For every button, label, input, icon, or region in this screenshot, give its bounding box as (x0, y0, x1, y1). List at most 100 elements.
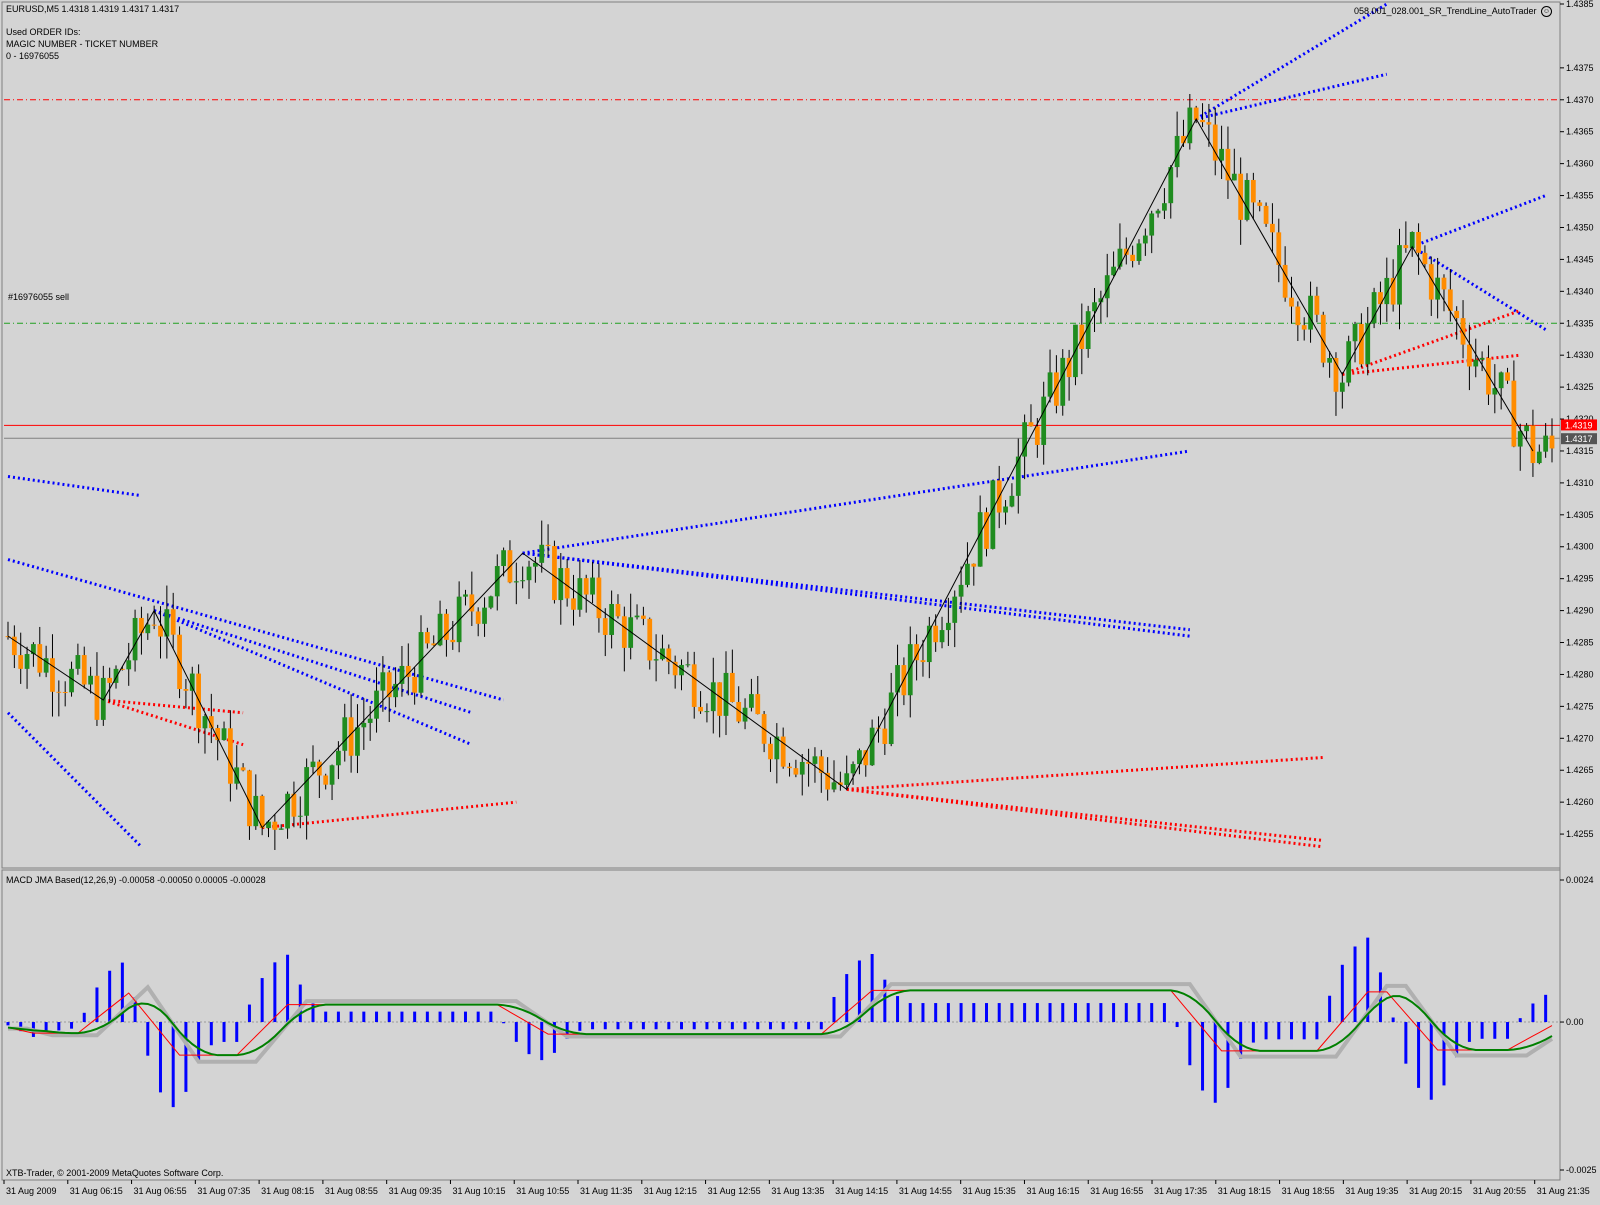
candle-body[interactable] (863, 750, 869, 766)
candle-body[interactable] (984, 512, 989, 549)
resistance-trend-line[interactable] (7, 558, 505, 702)
candle-body[interactable] (539, 544, 545, 563)
candle-body[interactable] (532, 562, 538, 567)
candle-body[interactable] (494, 566, 500, 597)
candle-body[interactable] (107, 677, 113, 683)
candle-body[interactable] (1219, 148, 1224, 161)
candle-body[interactable] (1359, 323, 1364, 365)
candle-body[interactable] (1225, 148, 1231, 181)
candle-body[interactable] (723, 672, 729, 716)
candle-body[interactable] (615, 604, 621, 617)
candle-body[interactable] (189, 673, 195, 691)
candle-body[interactable] (202, 716, 208, 729)
candle-body[interactable] (971, 563, 977, 567)
candle-body[interactable] (1200, 119, 1205, 123)
candle-body[interactable] (488, 596, 494, 608)
candle-body[interactable] (1136, 243, 1142, 262)
candle-body[interactable] (755, 694, 761, 715)
candle-body[interactable] (1250, 179, 1256, 203)
candle-body[interactable] (386, 672, 392, 698)
candle-body[interactable] (977, 512, 983, 567)
candle-body[interactable] (228, 728, 233, 784)
resistance-trend-line[interactable] (153, 609, 473, 715)
candle-body[interactable] (24, 654, 30, 669)
candle-body[interactable] (424, 632, 430, 644)
candle-body[interactable] (272, 821, 278, 830)
candle-body[interactable] (710, 682, 716, 712)
candle-body[interactable] (558, 568, 564, 601)
candle-body[interactable] (1416, 232, 1421, 253)
candle-body[interactable] (914, 644, 919, 661)
candle-body[interactable] (1530, 425, 1536, 464)
candle-body[interactable] (50, 658, 55, 692)
candle-body[interactable] (94, 675, 100, 720)
candle-body[interactable] (1524, 425, 1529, 432)
candle-body[interactable] (329, 765, 335, 785)
candle-body[interactable] (1282, 264, 1288, 298)
candle-body[interactable] (183, 689, 189, 691)
candle-body[interactable] (609, 604, 615, 635)
candle-body[interactable] (11, 636, 17, 656)
candle-body[interactable] (1397, 245, 1402, 305)
resistance-trend-line[interactable] (1195, 2, 1388, 121)
candle-body[interactable] (126, 660, 132, 670)
candle-body[interactable] (1244, 179, 1250, 220)
candle-body[interactable] (679, 664, 684, 676)
candle-body[interactable] (1390, 277, 1396, 305)
candle-body[interactable] (768, 743, 773, 760)
candle-body[interactable] (1060, 357, 1066, 406)
candle-body[interactable] (380, 672, 386, 691)
candle-body[interactable] (158, 625, 163, 637)
candle-body[interactable] (240, 767, 246, 771)
candle-body[interactable] (857, 750, 862, 765)
candle-body[interactable] (1034, 426, 1040, 445)
candle-body[interactable] (1168, 167, 1174, 204)
candle-body[interactable] (132, 617, 138, 661)
candle-body[interactable] (1327, 357, 1332, 363)
candle-body[interactable] (247, 770, 252, 827)
candle-body[interactable] (571, 598, 576, 610)
candle-body[interactable] (18, 655, 24, 669)
candle-body[interactable] (1155, 210, 1161, 214)
candle-body[interactable] (1054, 372, 1059, 406)
candle-body[interactable] (888, 692, 894, 745)
candle-body[interactable] (831, 782, 837, 790)
candle-body[interactable] (660, 648, 665, 660)
candle-body[interactable] (310, 761, 316, 768)
candle-body[interactable] (920, 660, 926, 663)
candle-body[interactable] (355, 727, 360, 756)
candle-body[interactable] (526, 566, 532, 581)
candle-body[interactable] (81, 655, 87, 685)
candle-body[interactable] (56, 691, 62, 693)
candle-body[interactable] (1352, 323, 1358, 342)
candle-body[interactable] (1505, 372, 1510, 381)
candle-body[interactable] (1409, 232, 1415, 249)
candle-body[interactable] (787, 766, 792, 769)
candle-body[interactable] (545, 544, 551, 547)
candle-body[interactable] (1003, 506, 1008, 513)
candle-body[interactable] (1384, 277, 1390, 305)
candle-body[interactable] (837, 782, 843, 785)
candle-body[interactable] (297, 815, 303, 817)
candle-body[interactable] (1320, 314, 1326, 363)
candle-body[interactable] (469, 594, 475, 612)
candle-body[interactable] (685, 664, 691, 666)
candle-body[interactable] (1498, 372, 1504, 389)
resistance-trend-line[interactable] (522, 551, 1191, 638)
candle-body[interactable] (1276, 232, 1282, 265)
candle-body[interactable] (952, 596, 958, 623)
candle-body[interactable] (399, 665, 405, 684)
candle-body[interactable] (1149, 213, 1155, 236)
candle-body[interactable] (1460, 318, 1466, 345)
candle-body[interactable] (812, 756, 818, 764)
candle-body[interactable] (336, 750, 341, 766)
candle-body[interactable] (405, 665, 411, 677)
candle-body[interactable] (501, 550, 506, 567)
candle-body[interactable] (100, 677, 106, 720)
candle-body[interactable] (698, 706, 703, 712)
candle-body[interactable] (215, 728, 221, 741)
candle-body[interactable] (596, 577, 602, 619)
candle-body[interactable] (1536, 451, 1542, 464)
candle-body[interactable] (1511, 380, 1517, 447)
candle-body[interactable] (1123, 248, 1129, 255)
